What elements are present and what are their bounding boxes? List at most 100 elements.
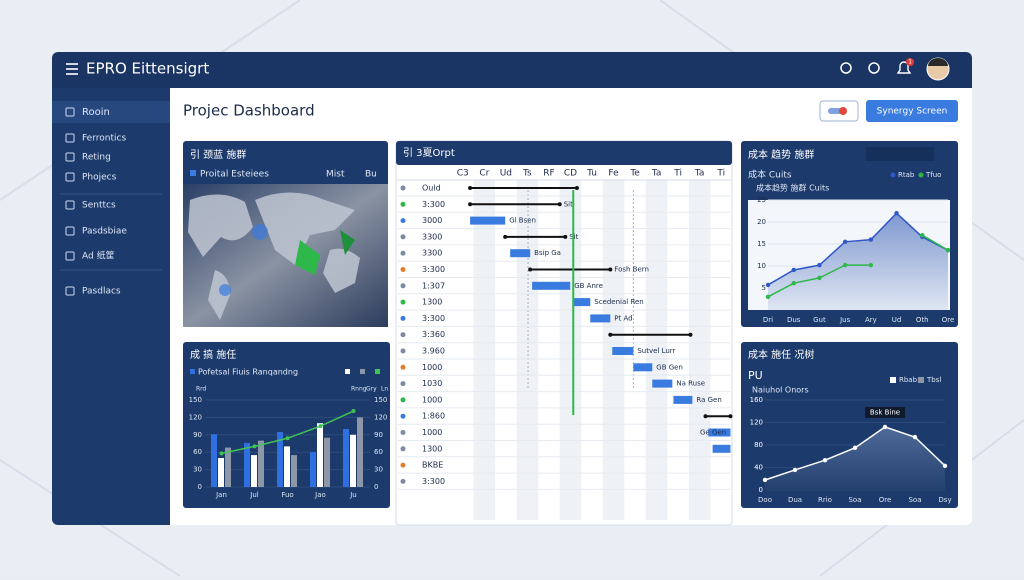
point [822, 457, 828, 463]
search-icon[interactable] [840, 62, 852, 74]
y2-tick-label: 0 [374, 483, 378, 491]
bar-legend-text: Pofetsal Fiuis Ranqandng [198, 368, 298, 377]
x-tick-label: Ore [879, 496, 892, 504]
y-tick-label: 20 [757, 218, 766, 226]
bell-icon[interactable] [896, 61, 912, 74]
dropdown[interactable] [866, 147, 934, 161]
bar [251, 455, 257, 487]
map-legend: Proital Esteiees [200, 170, 269, 180]
sidebar-item[interactable]: Ad 纸筐 [82, 250, 115, 262]
sidebar-icon[interactable] [65, 251, 75, 261]
sidebar-icon[interactable] [65, 172, 75, 182]
row-icon [400, 478, 406, 484]
gantt-header [396, 141, 732, 165]
row-icon [400, 218, 406, 224]
row-icon [400, 201, 406, 207]
bar [317, 423, 323, 487]
point [252, 444, 257, 449]
line-caption: Naiuhol Onors [752, 386, 809, 395]
gantt-row-label: Ould [422, 184, 441, 193]
x-tick-label: Soa [848, 496, 861, 504]
gantt-row-label: 3:300 [422, 314, 445, 323]
sidebar-item[interactable]: Pasdlacs [82, 287, 121, 297]
x-tick-label: Rrio [818, 496, 832, 504]
x-tick-label: Doo [758, 496, 772, 504]
y2-tick-label: 120 [374, 413, 387, 421]
sidebar-icon[interactable] [65, 200, 75, 210]
gantt-note: Na Ruse [676, 380, 705, 388]
primary-button[interactable] [866, 100, 958, 122]
gantt-row-label: 3:300 [422, 200, 445, 209]
point [920, 233, 925, 238]
gantt-note: GB Anre [574, 282, 603, 290]
sidebar-icon[interactable] [65, 286, 75, 296]
point [894, 211, 899, 216]
point [351, 409, 356, 414]
bar [324, 437, 330, 487]
y-tick-label: 5 [762, 284, 766, 292]
x-tick-label: Dus [787, 316, 801, 324]
sidebar-item[interactable]: Rooin [82, 107, 110, 118]
point [852, 445, 858, 451]
gantt-bar [510, 249, 531, 258]
row-icon [400, 413, 406, 419]
bar [218, 458, 224, 487]
legend-label: Gry [366, 386, 377, 393]
gantt-row-label: 3:300 [422, 265, 445, 274]
x-tick-label: Oth [916, 316, 929, 324]
bar-title: 成 搞 施任 [190, 348, 236, 361]
span-end [503, 234, 508, 239]
gantt-bar [673, 395, 693, 404]
gantt-stripe [559, 180, 582, 520]
y-tick-label: 160 [750, 396, 763, 404]
sidebar-item[interactable]: Reting [82, 153, 111, 163]
gantt-row-label: BKBE [422, 461, 443, 470]
legend-label: Tfuo [925, 171, 941, 179]
row-icon [400, 430, 406, 435]
gantt-column: Ta [651, 169, 662, 179]
area [768, 213, 948, 310]
settings-icon[interactable] [868, 62, 880, 74]
sidebar-item[interactable]: Senttcs [82, 201, 116, 211]
gantt-note: Scedenial Ren [594, 298, 643, 306]
sidebar-item[interactable]: Ferrontics [82, 134, 126, 144]
sidebar-icon[interactable] [65, 133, 75, 143]
span-end [608, 332, 613, 337]
legend-label: Ln [381, 386, 388, 393]
gantt-row-label: 1:860 [422, 412, 445, 421]
x-tick-label: Fuo [281, 491, 293, 499]
bar [284, 446, 290, 487]
gantt-stripe [473, 180, 496, 520]
gantt-column: Ts [522, 169, 532, 179]
point [817, 275, 822, 281]
series-line [921, 234, 949, 251]
sidebar-icon[interactable] [65, 226, 75, 236]
sidebar [52, 88, 170, 525]
span-end [468, 186, 473, 190]
gantt-column: Tu [586, 169, 597, 179]
gantt-column: Ti [716, 169, 725, 179]
point [791, 280, 796, 286]
sidebar-icon[interactable] [65, 152, 75, 162]
row-icon [400, 283, 406, 289]
gantt-bar [573, 298, 591, 307]
bar [244, 442, 250, 487]
gantt-bar [652, 379, 673, 388]
sidebar-icon[interactable] [65, 107, 75, 117]
x-tick-label: Ary [865, 316, 877, 324]
row-icon [400, 332, 406, 338]
y-tick-label: 0 [198, 483, 202, 491]
legend-dot [918, 172, 924, 178]
legend-label: Rnng [351, 386, 367, 393]
gantt-note: Gl Bsen [509, 217, 536, 225]
gantt-column: Ti [673, 169, 682, 179]
span-end [608, 267, 613, 272]
bar-panel [183, 342, 390, 508]
sidebar-item[interactable]: Phojecs [82, 173, 117, 183]
bar [258, 440, 264, 487]
sidebar-item[interactable]: Pasdsbiae [82, 227, 127, 237]
menu-icon[interactable] [66, 63, 78, 75]
y-tick-label: 0 [759, 486, 763, 494]
gantt-note: Bsip Ga [534, 249, 561, 257]
